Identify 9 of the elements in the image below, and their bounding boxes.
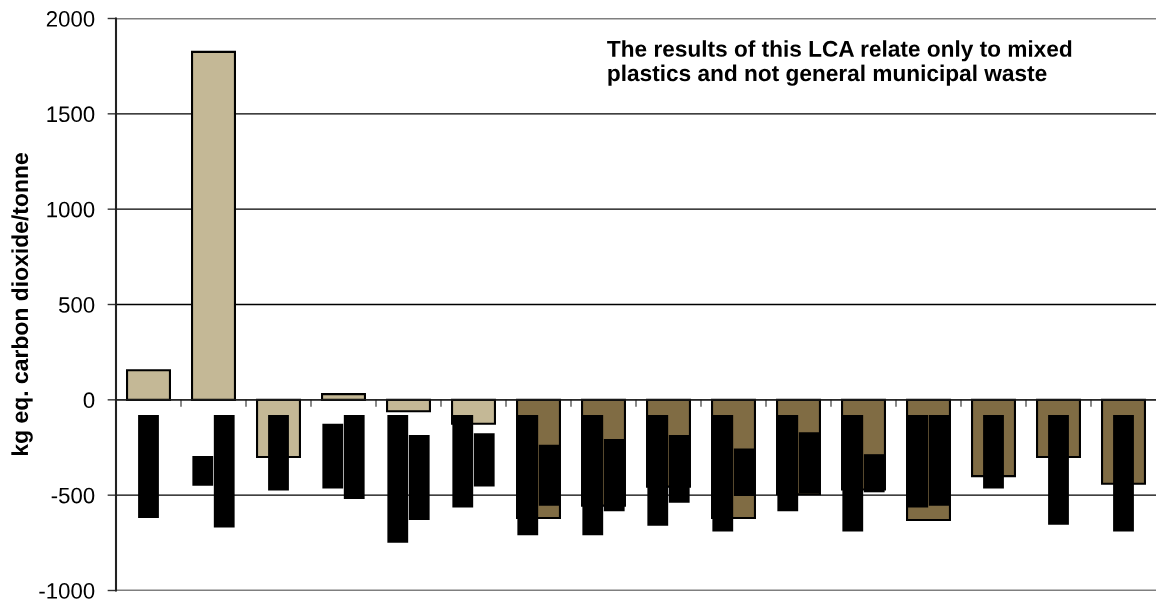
y-tick-label: 0	[83, 392, 95, 409]
y-tick-label: -1000	[39, 583, 95, 599]
y-tick-label: 500	[58, 297, 95, 313]
y-tick-label: 2000	[46, 11, 95, 27]
y-tick-label: 1000	[47, 201, 95, 218]
y-axis-title: kg eq. carbon dioxide/tonne	[11, 153, 33, 456]
annotation: The results of this LCA relate only to mixed plastics and not general municipal waste	[607, 40, 1072, 86]
y-tick-label: -500	[51, 487, 95, 504]
y-tick-label: 1500	[47, 106, 95, 123]
